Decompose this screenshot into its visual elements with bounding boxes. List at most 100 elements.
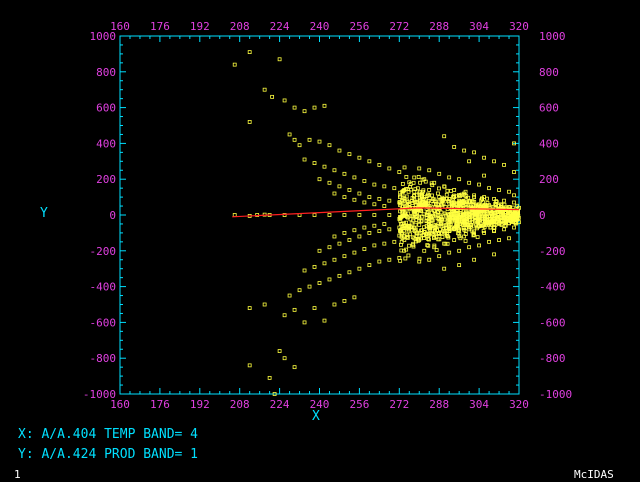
data-point: [437, 237, 442, 242]
y-tick-label-left: -800: [90, 352, 117, 365]
data-point: [416, 238, 421, 243]
data-point: [442, 217, 447, 222]
data-point: [417, 219, 422, 223]
data-point: [502, 221, 507, 226]
data-point: [404, 194, 409, 199]
data-point: [292, 105, 297, 110]
data-point: [449, 188, 453, 193]
data-point: [287, 293, 292, 298]
data-point: [342, 195, 347, 200]
data-point: [465, 223, 470, 227]
data-point: [431, 197, 435, 202]
data-point: [415, 200, 420, 205]
data-point: [448, 222, 453, 227]
x-axis-title: X: [312, 409, 320, 424]
y-tick-label-right: -1000: [539, 388, 572, 401]
data-point: [431, 202, 436, 207]
data-point: [377, 196, 382, 201]
data-point: [387, 257, 392, 262]
data-point: [483, 202, 488, 207]
data-point: [392, 239, 397, 244]
data-point: [467, 159, 472, 164]
data-point: [362, 225, 367, 230]
y-tick-label-right: 1000: [539, 30, 566, 43]
data-point: [377, 229, 382, 234]
data-point: [322, 164, 327, 169]
data-point: [457, 234, 462, 239]
data-point: [454, 223, 459, 228]
data-point: [398, 258, 403, 263]
data-point: [337, 148, 342, 153]
data-point: [408, 217, 413, 222]
data-point: [457, 177, 462, 182]
x-tick-label-bottom: 160: [110, 398, 130, 411]
data-point: [434, 248, 439, 252]
data-point: [446, 199, 451, 203]
data-point: [407, 243, 411, 248]
data-point: [312, 213, 317, 217]
data-point: [347, 238, 352, 242]
data-point: [413, 212, 418, 217]
data-point: [441, 229, 446, 233]
data-point: [382, 204, 387, 208]
data-point: [426, 243, 431, 248]
data-point: [442, 134, 447, 139]
data-point: [404, 175, 409, 179]
data-point: [442, 266, 447, 271]
data-point: [477, 223, 482, 228]
data-point: [512, 141, 516, 146]
data-point: [404, 187, 408, 191]
data-point: [415, 186, 420, 191]
data-point: [332, 302, 337, 307]
data-point: [387, 198, 392, 203]
data-point: [426, 233, 431, 238]
data-point: [442, 184, 447, 189]
data-point: [382, 241, 387, 246]
data-point: [347, 188, 352, 192]
y-tick-label-right: -200: [539, 245, 566, 258]
data-point: [497, 238, 501, 242]
data-point: [437, 254, 442, 259]
data-point: [362, 200, 367, 205]
data-point: [416, 175, 421, 179]
data-point: [327, 180, 332, 185]
y-tick-label-left: 800: [96, 66, 116, 79]
data-point: [342, 230, 347, 235]
x-tick-label-top: 208: [230, 20, 250, 33]
data-point: [440, 235, 445, 239]
data-point: [352, 175, 357, 180]
data-point: [387, 166, 392, 171]
data-point: [452, 145, 457, 149]
data-point: [405, 215, 410, 219]
data-point: [429, 223, 433, 228]
data-point: [443, 241, 448, 246]
data-point: [302, 320, 307, 325]
data-point: [441, 226, 446, 231]
data-point: [439, 231, 443, 235]
data-point: [510, 217, 515, 222]
data-point: [461, 225, 466, 230]
data-point: [412, 225, 417, 230]
data-point: [471, 233, 476, 238]
data-point: [435, 191, 440, 196]
data-point: [398, 218, 403, 223]
data-point: [515, 216, 520, 221]
data-point: [512, 170, 516, 174]
data-point: [416, 208, 421, 213]
data-point: [292, 307, 297, 312]
data-point: [297, 143, 302, 148]
x-tick-label-top: 320: [509, 20, 529, 33]
data-point: [352, 250, 357, 255]
data-point: [435, 216, 440, 221]
data-point: [407, 180, 412, 185]
data-point: [482, 155, 486, 160]
data-point: [475, 226, 479, 231]
data-point: [474, 212, 479, 217]
data-point: [439, 224, 444, 229]
data-point: [282, 313, 287, 318]
data-point: [430, 193, 434, 198]
data-point: [492, 252, 496, 257]
x-tick-label-bottom: 272: [389, 398, 409, 411]
x-tick-label-top: 272: [389, 20, 409, 33]
data-point: [282, 98, 287, 103]
